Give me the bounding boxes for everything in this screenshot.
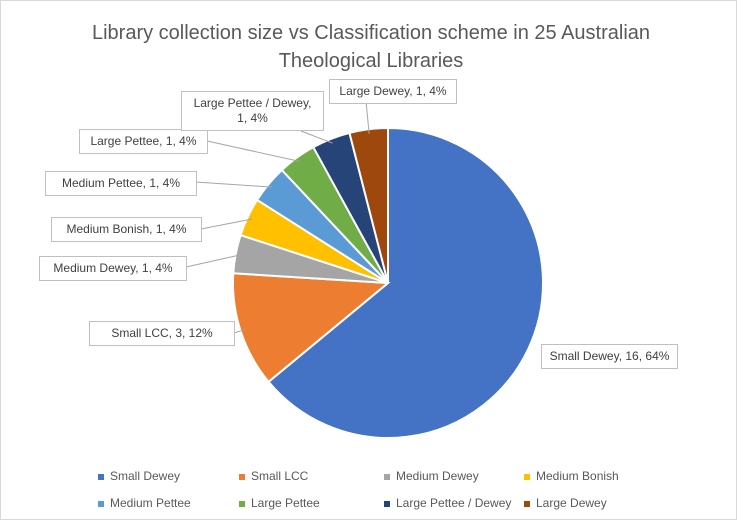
legend-swatch — [384, 500, 390, 507]
legend-entry: Medium Pettee — [98, 496, 191, 510]
legend-entry: Medium Bonish — [524, 469, 619, 483]
legend-swatch — [239, 473, 245, 480]
data-label: Small Dewey, 16, 64% — [541, 344, 678, 369]
legend-label: Medium Bonish — [536, 469, 619, 483]
legend-label: Large Pettee / Dewey — [396, 496, 512, 510]
data-label: Large Pettee, 1, 4% — [79, 129, 208, 154]
legend-swatch — [384, 473, 390, 480]
legend-entry: Small LCC — [239, 469, 308, 483]
legend-swatch — [239, 500, 245, 507]
legend-label: Large Dewey — [536, 496, 607, 510]
leader-line — [195, 181, 273, 188]
leader-line — [206, 140, 300, 162]
leader-line — [365, 100, 370, 134]
legend-label: Large Pettee — [251, 496, 320, 510]
legend-swatch — [98, 473, 104, 480]
legend-label: Small LCC — [251, 469, 309, 483]
chart-title: Library collection size vs Classificatio… — [91, 22, 651, 72]
legend-swatch — [524, 473, 530, 480]
data-label: Small LCC, 3, 12% — [89, 321, 235, 346]
legend-entry: Large Dewey — [524, 496, 607, 510]
pie-slice — [267, 126, 544, 439]
data-label: Medium Dewey, 1, 4% — [39, 256, 187, 281]
data-label: Large Pettee / Dewey, 1, 4% — [181, 91, 324, 131]
legend-entry: Large Pettee — [239, 496, 320, 510]
legend-swatch — [98, 500, 104, 507]
legend-entry: Large Pettee / Dewey — [384, 496, 511, 510]
leader-line — [185, 254, 241, 268]
data-label: Medium Pettee, 1, 4% — [45, 171, 197, 196]
legend-label: Medium Pettee — [110, 496, 191, 510]
legend-swatch — [524, 500, 530, 507]
leader-line — [233, 328, 246, 334]
leader-line — [200, 218, 253, 230]
legend-label: Small Dewey — [110, 469, 181, 483]
legend-entry: Medium Dewey — [384, 469, 479, 483]
data-label: Medium Bonish, 1, 4% — [51, 217, 202, 242]
legend-label: Medium Dewey — [396, 469, 479, 483]
legend-entry: Small Dewey — [98, 469, 180, 483]
data-label: Large Dewey, 1, 4% — [329, 79, 457, 104]
leader-line — [300, 130, 333, 144]
